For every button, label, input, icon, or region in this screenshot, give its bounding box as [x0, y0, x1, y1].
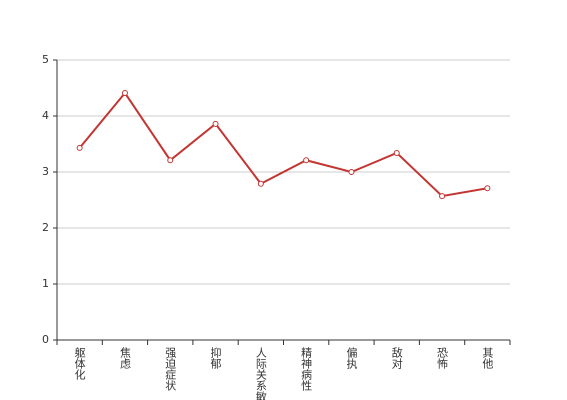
- point: [393, 149, 400, 156]
- y-tick-label: 3: [42, 165, 49, 178]
- point: [484, 185, 491, 192]
- x-tick-label: 抑郁: [209, 346, 222, 369]
- y-tick-label: 0: [42, 333, 49, 346]
- x-tick-label: 恐怖: [436, 347, 449, 369]
- y-tick-label: 1: [42, 277, 49, 290]
- point: [76, 144, 83, 151]
- x-tick-label: 其他: [481, 347, 494, 369]
- y-tick-label: 2: [42, 221, 49, 234]
- point: [303, 157, 310, 164]
- x-tick-label: 强迫症状: [164, 347, 177, 391]
- point: [167, 157, 174, 164]
- point: [348, 169, 355, 175]
- x-tick-label: 焦虑: [118, 347, 131, 369]
- point: [257, 180, 264, 187]
- point: [439, 193, 446, 200]
- x-tick-label: 敌对: [390, 346, 403, 369]
- line: [78, 91, 488, 198]
- y-tick-label: 5: [42, 53, 49, 66]
- x-tick-label: 精神病性: [300, 347, 313, 392]
- y-tick-label: 4: [42, 109, 49, 122]
- x-tick-label: 偏执: [345, 346, 358, 370]
- point: [212, 120, 219, 127]
- x-tick-label: 躯体化: [73, 347, 86, 381]
- x-tick-label: 人际关系敏感: [254, 347, 267, 400]
- point: [121, 90, 128, 97]
